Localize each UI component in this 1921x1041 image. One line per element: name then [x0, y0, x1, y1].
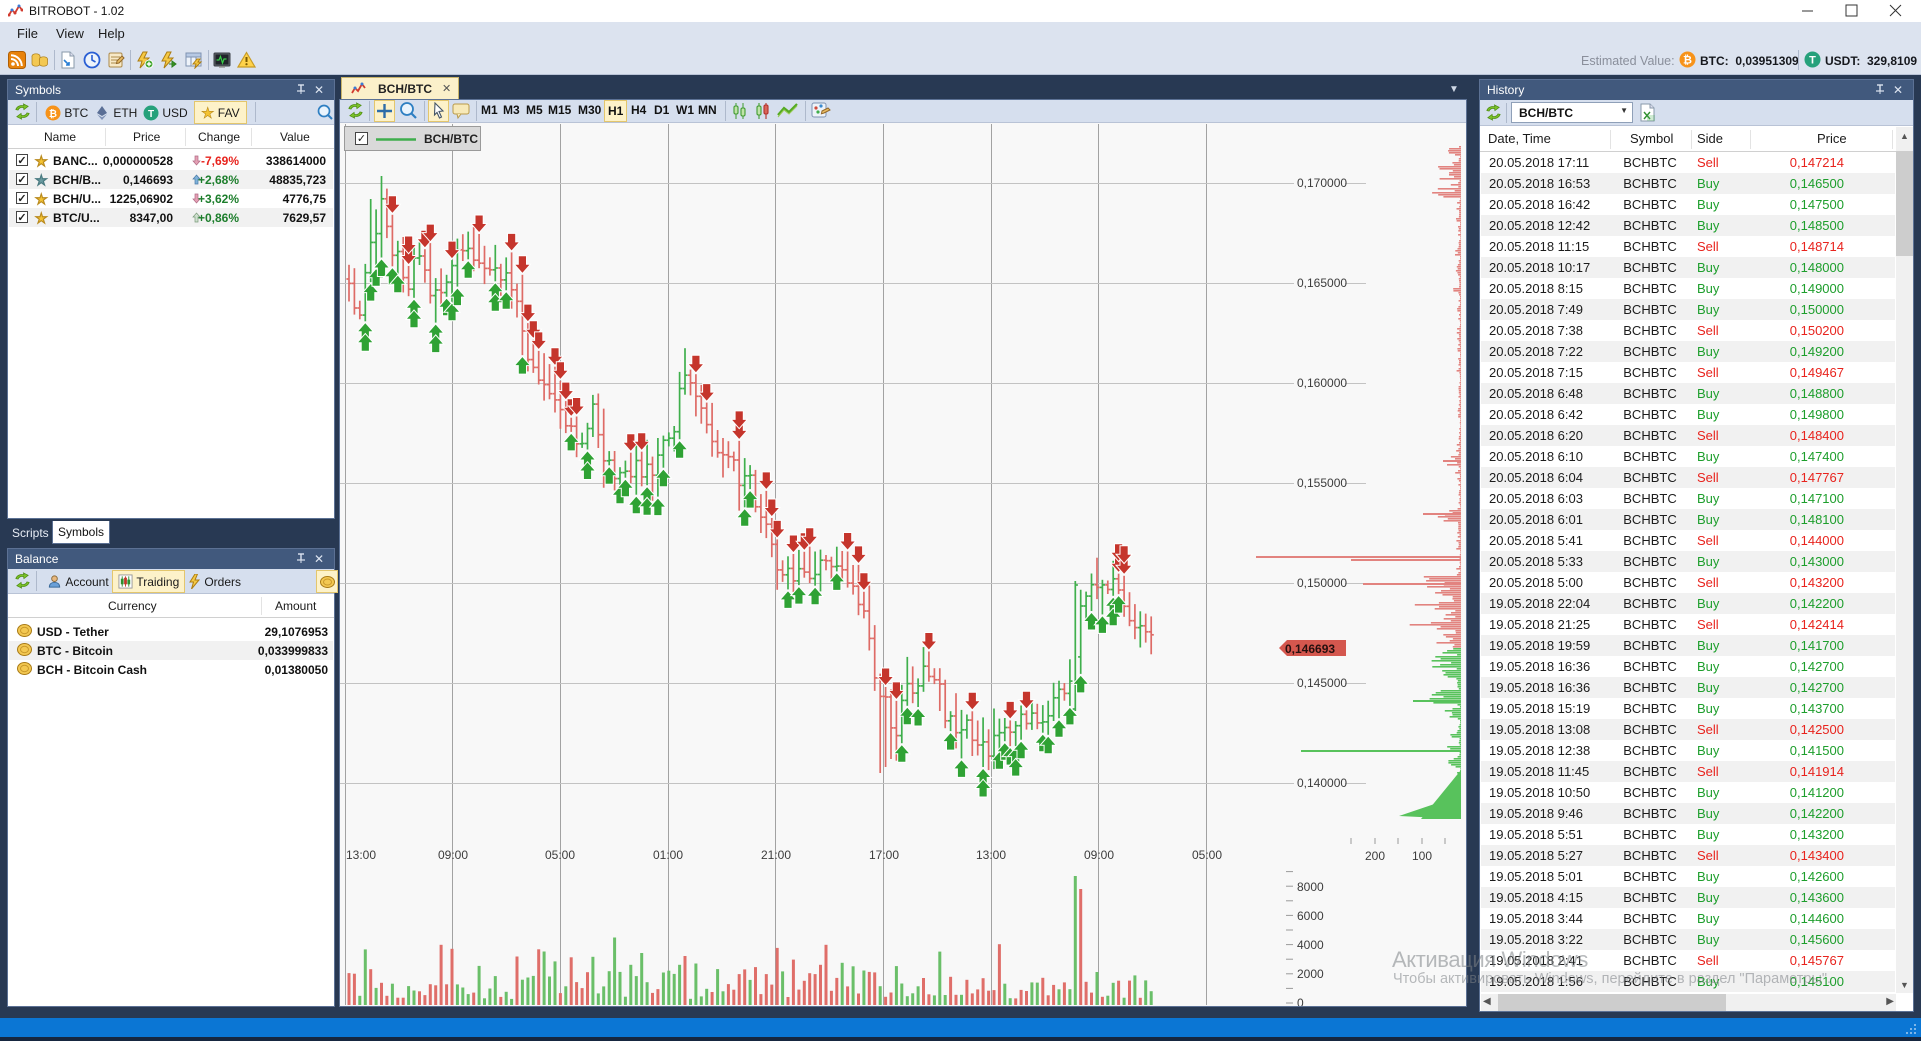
- svg-text:₿: ₿: [1683, 55, 1692, 67]
- svg-text:17:00: 17:00: [869, 848, 899, 862]
- svg-text:21:00: 21:00: [761, 848, 791, 862]
- svg-text:05:00: 05:00: [1192, 848, 1222, 862]
- svg-text:0,155000: 0,155000: [1297, 476, 1347, 490]
- svg-text:2000: 2000: [1297, 967, 1324, 981]
- svg-text:T: T: [1809, 55, 1816, 67]
- svg-text:09:00: 09:00: [1084, 848, 1114, 862]
- svg-text:0,146693: 0,146693: [1285, 642, 1335, 656]
- svg-text:0,165000: 0,165000: [1297, 276, 1347, 290]
- svg-text:T: T: [148, 109, 154, 120]
- svg-text:0,160000: 0,160000: [1297, 376, 1347, 390]
- svg-text:6000: 6000: [1297, 909, 1324, 923]
- svg-text:₿: ₿: [49, 108, 57, 120]
- svg-text:01:00: 01:00: [653, 848, 683, 862]
- svg-text:4000: 4000: [1297, 938, 1324, 952]
- svg-text:0,170000: 0,170000: [1297, 176, 1347, 190]
- svg-text:0,145000: 0,145000: [1297, 676, 1347, 690]
- svg-text:13:00: 13:00: [346, 848, 376, 862]
- svg-text:0,140000: 0,140000: [1297, 776, 1347, 790]
- svg-text:05:00: 05:00: [545, 848, 575, 862]
- svg-text:0: 0: [1297, 996, 1304, 1006]
- svg-text:13:00: 13:00: [976, 848, 1006, 862]
- svg-text:09:00: 09:00: [438, 848, 468, 862]
- svg-text:8000: 8000: [1297, 880, 1324, 894]
- svg-text:100: 100: [1412, 849, 1432, 863]
- svg-text:0,150000: 0,150000: [1297, 576, 1347, 590]
- svg-text:200: 200: [1365, 849, 1385, 863]
